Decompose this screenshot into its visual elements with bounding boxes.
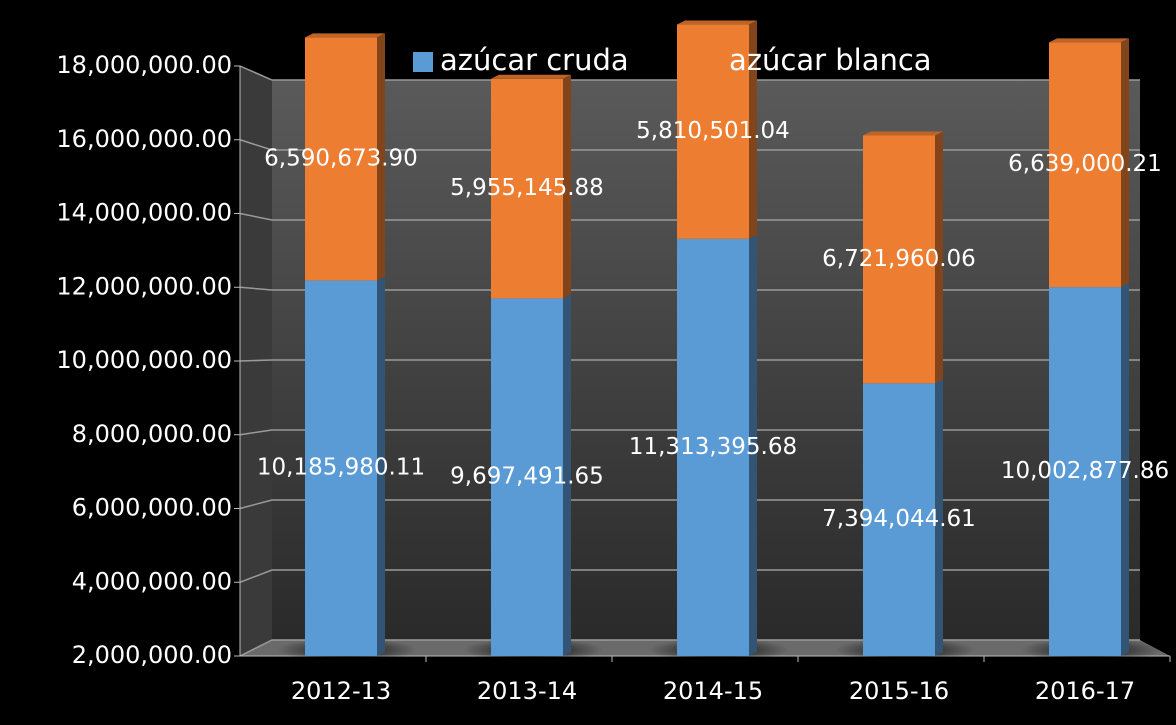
value-label: 11,313,395.68 [629,434,797,460]
bar-top [677,20,757,25]
y-tick-label: 10,000,000.00 [56,346,232,374]
bar-side [749,20,757,239]
bar [305,37,377,281]
bar [677,238,749,656]
bar-side [377,33,385,281]
bar-side [1121,38,1129,288]
value-label: 10,185,980.11 [257,455,425,481]
x-tick-label: 2016-17 [1035,677,1135,705]
bar [863,383,935,656]
value-label: 6,590,673.90 [264,145,418,171]
y-tick-label: 12,000,000.00 [56,272,232,300]
bar [491,298,563,656]
x-tick-label: 2015-16 [849,677,949,705]
y-tick-label: 14,000,000.00 [56,199,232,227]
y-tick-label: 16,000,000.00 [56,125,232,153]
y-tick-label: 4,000,000.00 [72,567,232,595]
bar-top [863,131,943,136]
bar [863,135,935,384]
bar-top [1049,38,1129,43]
grid-line [239,65,1140,81]
value-label: 5,955,145.88 [450,175,604,201]
bar-side [563,74,571,299]
grid-line [239,639,1140,657]
y-tick-label: 18,000,000.00 [56,51,232,79]
grid-line [239,359,1140,362]
grid-line [239,139,1140,151]
bar-side [935,379,943,656]
legend-label: azúcar blanca [729,43,932,77]
grid-line [239,569,1140,583]
bar [491,78,563,299]
grid-line [239,499,1140,510]
x-tick-label: 2014-15 [663,677,763,705]
x-tick-label: 2012-13 [291,677,391,705]
grid-line [239,286,1140,291]
bar-top [305,33,385,38]
grid-line [239,429,1140,436]
grid-line [239,212,1140,221]
bar [1049,42,1121,288]
value-label: 6,721,960.06 [822,246,976,272]
value-label: 7,394,044.61 [822,506,976,532]
value-label: 10,002,877.86 [1001,458,1169,484]
bar [305,280,377,656]
bar-side [563,294,571,656]
bar-top [491,74,571,79]
bar-side [377,276,385,656]
value-label: 9,697,491.65 [450,464,604,490]
y-tick-label: 2,000,000.00 [72,641,232,669]
legend-label: azúcar cruda [440,43,629,77]
y-tick-label: 6,000,000.00 [72,494,232,522]
bar-side [749,234,757,656]
y-tick-label: 8,000,000.00 [72,420,232,448]
legend-swatch [702,52,722,72]
x-tick-label: 2013-14 [477,677,577,705]
value-label: 5,810,501.04 [636,118,790,144]
bar-side [935,131,943,384]
value-label: 6,639,000.21 [1008,151,1162,177]
bar-side [1121,283,1129,656]
legend-swatch [413,52,433,72]
bar [1049,287,1121,656]
